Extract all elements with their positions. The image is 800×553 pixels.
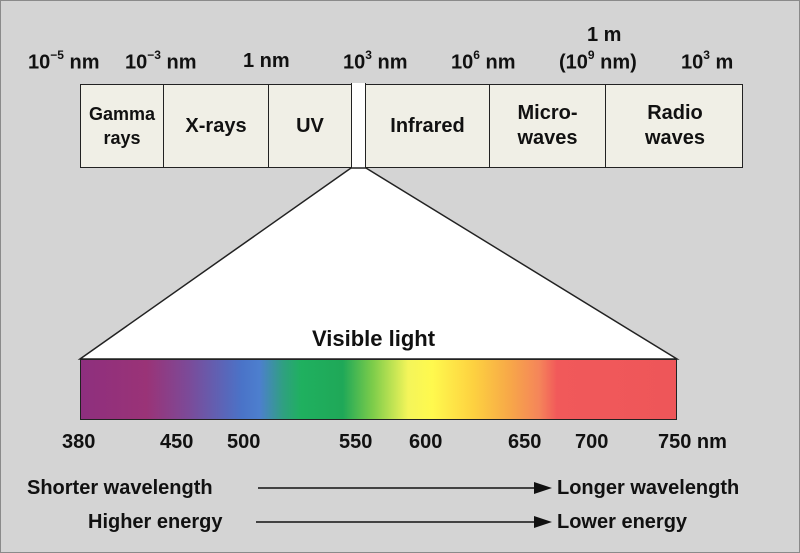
band-infrared: Infrared xyxy=(390,114,465,137)
band-radio-waves: Radio waves xyxy=(605,85,744,167)
longer-wavelength-label: Longer wavelength xyxy=(557,477,740,499)
tick-700: 700 xyxy=(575,431,609,453)
visible-spectrum-bar xyxy=(80,359,677,420)
band-uv: UV xyxy=(268,85,351,167)
scale-label-1m: 1 m xyxy=(587,24,622,46)
tick-600: 600 xyxy=(409,431,443,453)
scale-label-1e3nm: 103 nm xyxy=(343,48,408,74)
visible-zoom-fan xyxy=(77,167,680,360)
tick-500: 500 xyxy=(227,431,261,453)
tick-450: 450 xyxy=(160,431,194,453)
arrow-wavelength xyxy=(258,482,552,494)
scale-label-1e-3nm: 10−3 nm xyxy=(125,48,197,74)
tick-550: 550 xyxy=(339,431,373,453)
band-microwaves: Micro-waves xyxy=(489,85,605,167)
band-x-rays: X-rays xyxy=(163,85,268,167)
em-spectrum-bar: Gamma rays X-rays UV Infrared Micro-waves… xyxy=(80,83,744,169)
scale-label-1e3m: 103 m xyxy=(681,48,734,74)
tick-750nm: 750 nm xyxy=(658,431,727,453)
tick-380: 380 xyxy=(62,431,96,453)
scale-label-1e-5nm: 10−5 nm xyxy=(28,48,100,74)
higher-energy-label: Higher energy xyxy=(88,511,223,533)
shorter-wavelength-label: Shorter wavelength xyxy=(27,477,213,499)
scale-label-1e9nm: (109 nm) xyxy=(559,48,637,74)
scale-label-1nm: 1 nm xyxy=(243,50,290,72)
lower-energy-label: Lower energy xyxy=(557,511,688,533)
tick-650: 650 xyxy=(508,431,542,453)
visible-light-title: Visible light xyxy=(312,326,436,351)
visible-band-slot xyxy=(351,83,366,169)
arrow-energy xyxy=(256,516,552,528)
band-gamma-rays: Gamma rays xyxy=(88,104,156,148)
scale-label-1e6nm: 106 nm xyxy=(451,48,516,74)
